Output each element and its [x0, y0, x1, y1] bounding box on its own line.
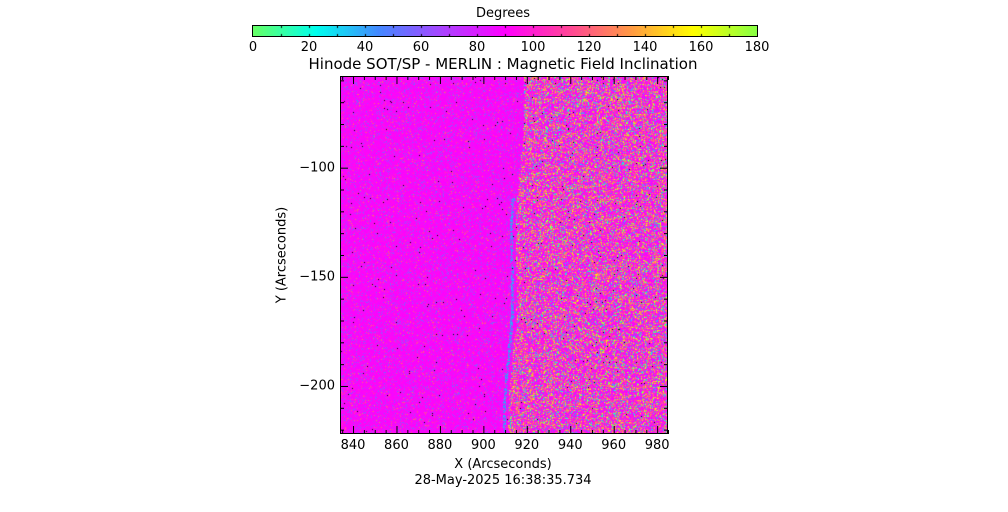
colorbar-tick-label: 80	[468, 40, 486, 55]
colorbar-tick-label: 180	[744, 40, 770, 55]
y-axis-label: Y (Arcseconds)	[274, 206, 290, 304]
x-tick-label: 900	[470, 438, 496, 453]
colorbar-label: Degrees	[475, 6, 531, 21]
colorbar-tick-label: 140	[632, 40, 658, 55]
timestamp: 28-May-2025 16:38:35.734	[414, 473, 592, 488]
colorbar-tick-label: 0	[248, 40, 258, 55]
x-tick-label: 940	[557, 438, 583, 453]
y-tick-label: −100	[299, 160, 335, 176]
colorbar-tick-label: 40	[356, 40, 374, 55]
inclination-heatmap	[341, 77, 667, 433]
colorbar-tick-label: 160	[688, 40, 714, 55]
colorbar-tick-label: 100	[520, 40, 546, 55]
x-tick-label: 960	[601, 438, 627, 453]
colorbar-tick-label: 120	[576, 40, 602, 55]
colorbar-tick-label: 20	[300, 40, 318, 55]
x-tick-label: 980	[644, 438, 670, 453]
y-tick-label: −200	[299, 378, 335, 394]
colorbar-tick-label: 60	[412, 40, 430, 55]
x-tick-label: 840	[340, 438, 366, 453]
x-tick-label: 880	[427, 438, 453, 453]
chart-title: Hinode SOT/SP - MERLIN : Magnetic Field …	[308, 55, 698, 73]
colorbar	[252, 25, 758, 37]
x-tick-label: 920	[514, 438, 540, 453]
y-tick-label: −150	[299, 269, 335, 285]
x-axis-label: X (Arcseconds)	[454, 457, 552, 472]
x-tick-label: 860	[384, 438, 409, 453]
